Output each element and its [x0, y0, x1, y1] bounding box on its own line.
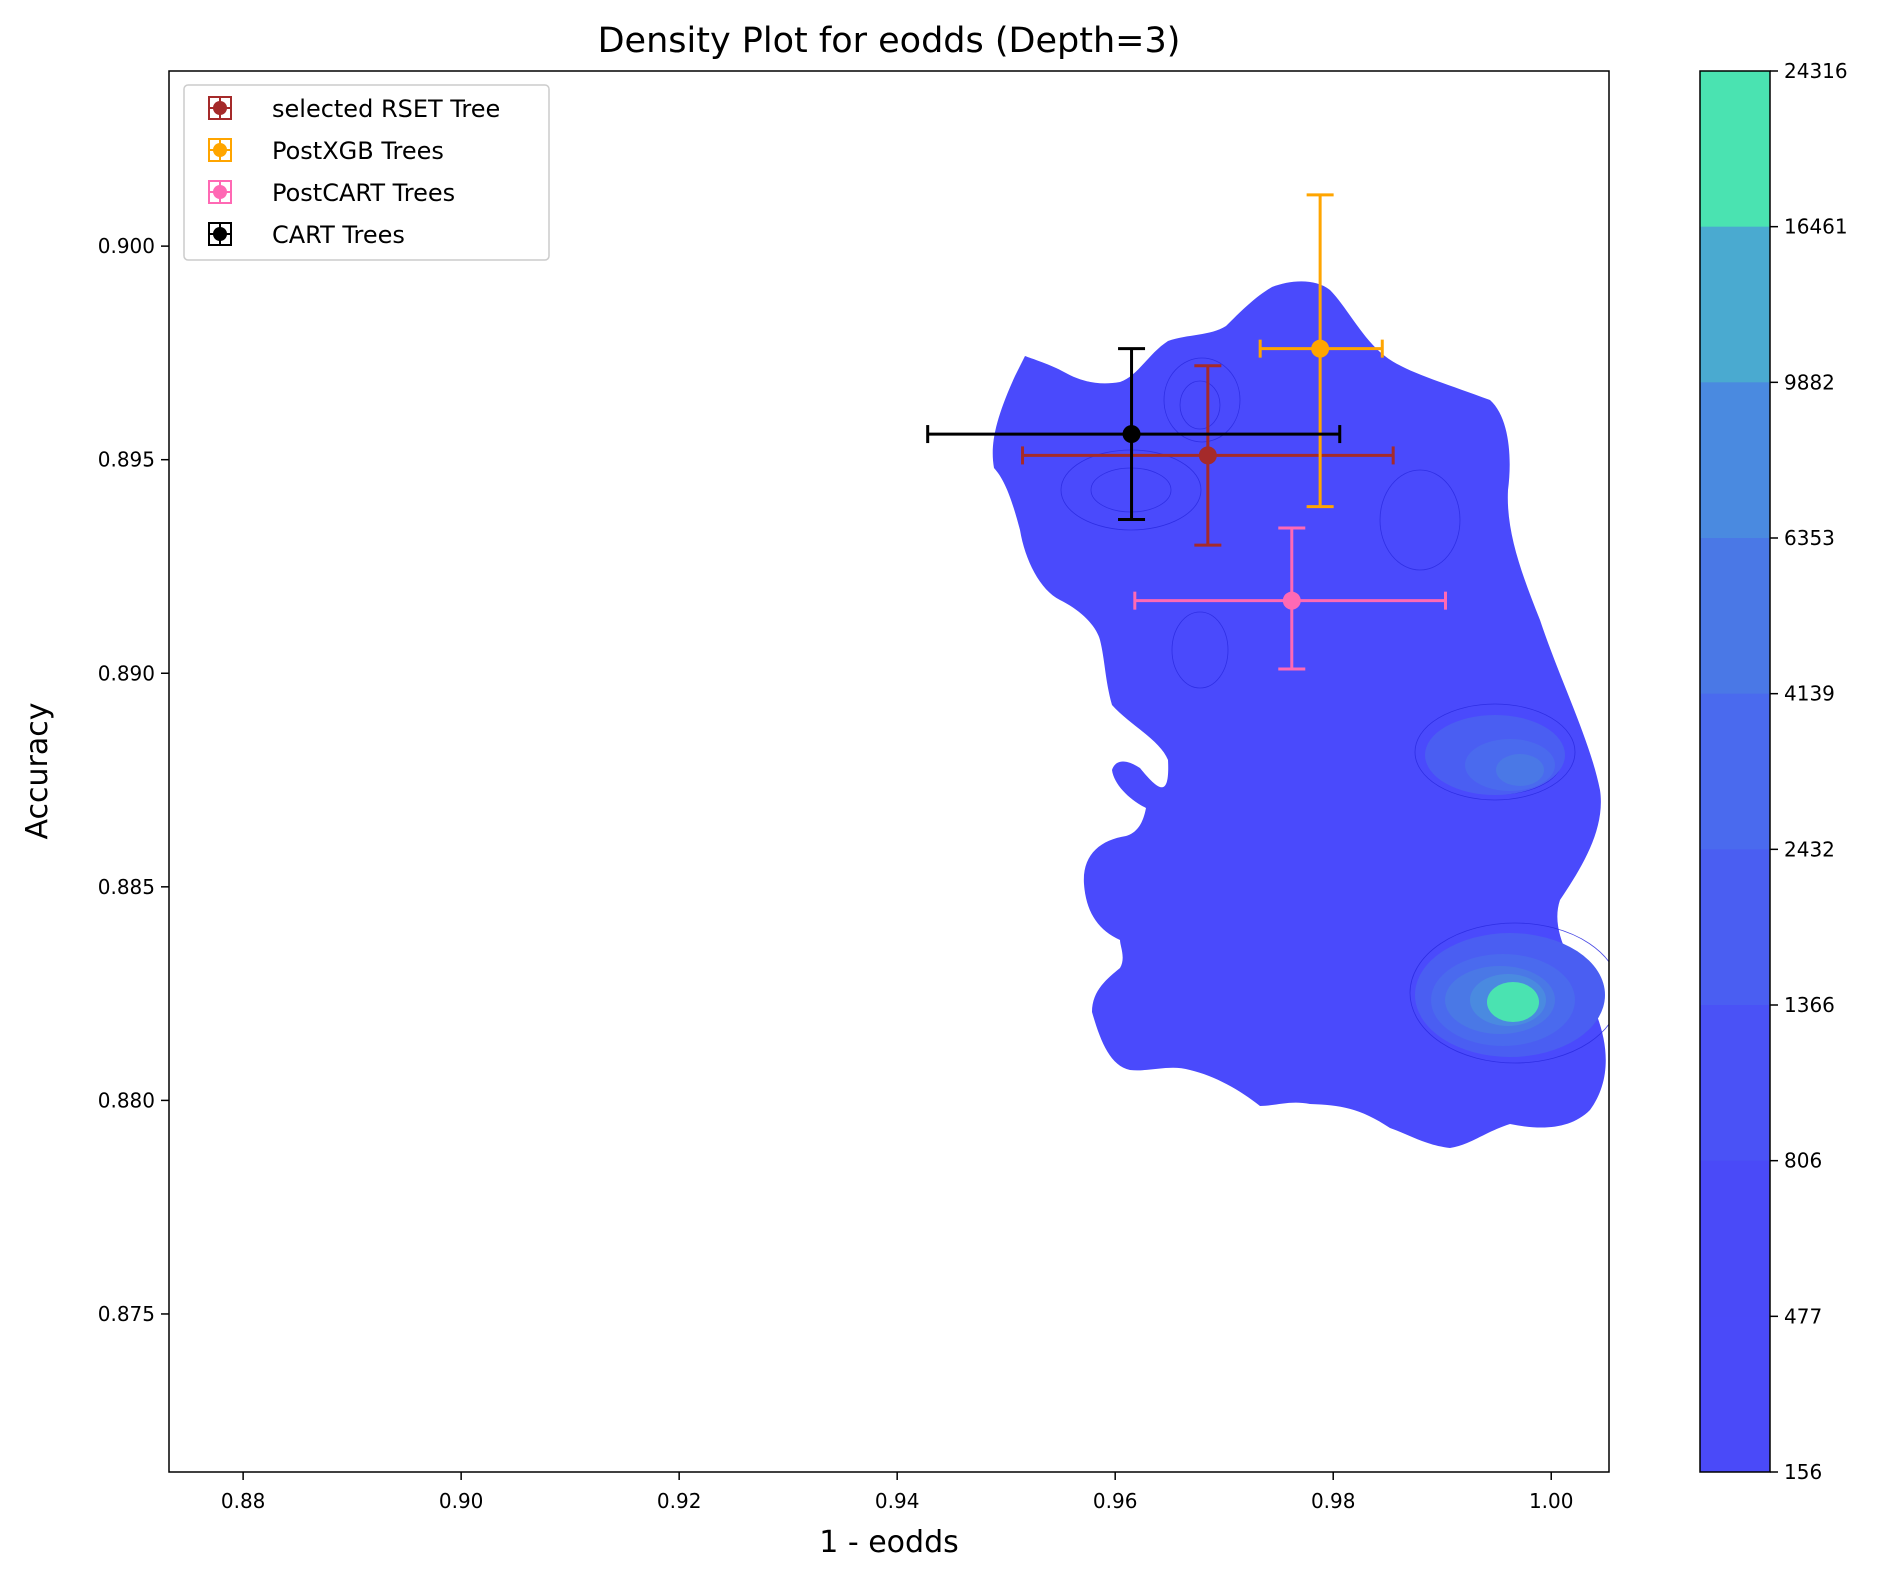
colorbar-tick-label: 4139 [1784, 682, 1835, 706]
colorbar-segment [1700, 1005, 1770, 1162]
y-axis-title: Accuracy [20, 703, 55, 840]
legend-item: PostXGB Trees [208, 137, 444, 165]
colorbar-segment [1700, 382, 1770, 539]
x-tick-label: 0.94 [875, 1489, 920, 1513]
plot-frame [168, 70, 1610, 1473]
colorbar-tick-label: 6353 [1784, 526, 1835, 550]
series-3 [926, 347, 1342, 521]
colorbar-tick-label: 1366 [1784, 993, 1835, 1017]
colorbar-segment [1700, 538, 1770, 695]
legend-item: PostCART Trees [208, 179, 455, 207]
x-tick-label: 1.00 [1529, 1489, 1574, 1513]
colorbar-segment [1700, 1160, 1770, 1317]
colorbar-tick-label: 806 [1784, 1149, 1822, 1173]
x-tick-label: 0.96 [1093, 1489, 1138, 1513]
legend-item: CART Trees [208, 221, 405, 249]
legend-label: CART Trees [272, 221, 405, 249]
y-tick-label: 0.895 [98, 448, 155, 472]
legend-item: selected RSET Tree [208, 95, 500, 123]
x-tick-label: 0.98 [1311, 1489, 1356, 1513]
legend-marker-dot [213, 101, 227, 115]
legend-label: PostXGB Trees [272, 137, 444, 165]
density-region [992, 281, 1609, 1148]
data-point [1122, 425, 1141, 444]
legend-label: PostCART Trees [272, 179, 455, 207]
colorbar: 24316 16461 9882 6353 4139 2432 1366 806 477 156 [1699, 59, 1848, 1484]
series-0 [1021, 364, 1395, 547]
colorbar-tick-label: 24316 [1784, 59, 1848, 83]
error-bar-series [926, 193, 1447, 671]
colorbar-tick-label: 9882 [1784, 370, 1835, 394]
x-axis-ticks: 0.88 0.90 0.92 0.94 0.96 0.98 1.00 [221, 1472, 1574, 1513]
x-tick-label: 0.88 [221, 1489, 266, 1513]
colorbar-tick-label: 156 [1784, 1460, 1822, 1484]
legend-label: selected RSET Tree [272, 95, 500, 123]
y-tick-label: 0.890 [98, 661, 155, 685]
legend-marker-dot [213, 143, 227, 157]
legend-box [183, 84, 550, 261]
series-2 [1133, 526, 1447, 671]
colorbar-segment [1700, 1316, 1770, 1473]
data-point [1311, 339, 1330, 358]
y-tick-label: 0.900 [98, 234, 155, 258]
legend-marker-dot [213, 185, 227, 199]
y-tick-label: 0.875 [98, 1302, 155, 1326]
colorbar-frame [1699, 70, 1771, 1473]
x-tick-label: 0.92 [657, 1489, 702, 1513]
colorbar-tick-label: 2432 [1784, 837, 1835, 861]
density-outer-region [992, 281, 1606, 1148]
colorbar-tick-label: 477 [1784, 1304, 1822, 1328]
data-point [1282, 591, 1301, 610]
y-axis-ticks: 0.875 0.880 0.885 0.890 0.895 0.900 [98, 234, 169, 1326]
series-1 [1258, 193, 1384, 509]
data-point [1198, 446, 1217, 465]
legend: selected RSET Tree PostXGB Trees PostCART … [183, 84, 550, 261]
colorbar-tick-label: 16461 [1784, 215, 1848, 239]
x-tick-label: 0.90 [439, 1489, 484, 1513]
colorbar-segment [1700, 693, 1770, 850]
legend-marker-dot [213, 227, 227, 241]
y-tick-label: 0.880 [98, 1088, 155, 1112]
y-tick-label: 0.885 [98, 875, 155, 899]
colorbar-segment [1700, 226, 1770, 383]
x-axis-title: 1 - eodds [819, 1525, 959, 1560]
colorbar-segment [1700, 849, 1770, 1006]
density-level-24316 [1487, 982, 1539, 1022]
colorbar-segment [1700, 71, 1770, 228]
chart-title: Density Plot for eodds (Depth=3) [598, 21, 1181, 61]
density-level-6353b [1496, 754, 1544, 786]
